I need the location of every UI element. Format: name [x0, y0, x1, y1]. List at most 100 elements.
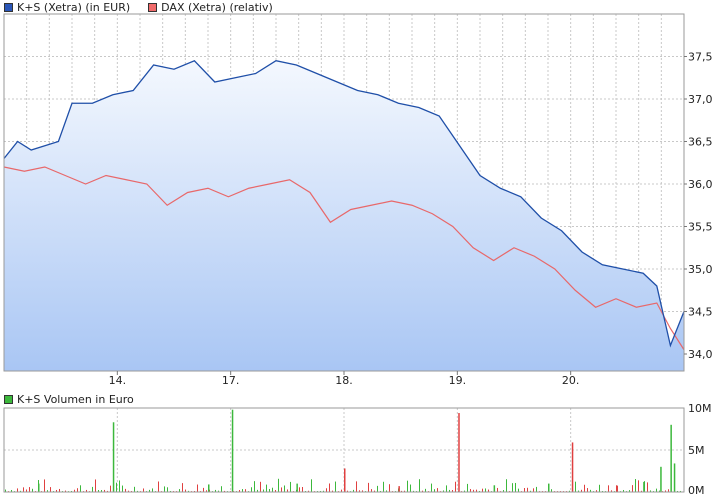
x-tick-label: 17.: [222, 374, 240, 387]
volume-bar: [29, 487, 30, 492]
volume-bar: [80, 485, 81, 492]
volume-bar: [353, 489, 354, 492]
volume-bar: [596, 490, 597, 492]
volume-bar: [518, 488, 519, 492]
volume-bar: [320, 490, 321, 492]
volume-plot-border: [3, 407, 685, 493]
volume-bar-spike: [660, 466, 662, 492]
volume-bar: [242, 489, 243, 492]
volume-bar: [578, 490, 579, 492]
volume-bar-spike: [670, 424, 672, 492]
volume-bar-spike: [344, 468, 346, 492]
volume-bar: [158, 481, 159, 492]
volume-bar: [182, 483, 183, 492]
volume-bar: [359, 490, 360, 492]
volume-bar: [410, 484, 411, 492]
volume-bar: [221, 486, 222, 492]
y-tick-label: 34,5: [688, 306, 713, 319]
volume-bars: [5, 409, 681, 492]
volume-bar: [185, 489, 186, 492]
volume-bar: [470, 489, 471, 492]
volume-bar: [125, 488, 126, 492]
volume-bar: [86, 489, 87, 492]
volume-bar: [581, 489, 582, 492]
volume-bar-spike: [38, 483, 40, 492]
volume-bar: [17, 488, 18, 492]
volume-bar: [668, 489, 669, 492]
volume-bar: [149, 489, 150, 492]
volume-bar: [422, 490, 423, 492]
volume-bar: [407, 480, 408, 492]
volume-bar: [197, 484, 198, 492]
legend-swatch-volume: [4, 394, 13, 404]
volume-bar: [536, 486, 537, 492]
volume-bar: [437, 488, 438, 492]
volume-bar: [680, 490, 681, 492]
volume-bar: [152, 488, 153, 492]
volume-bar: [371, 489, 372, 492]
volume-bar: [497, 487, 498, 492]
volume-bar: [452, 490, 453, 492]
series1-line: [3, 59, 685, 348]
volume-bar: [569, 490, 570, 492]
volume-bar: [278, 478, 279, 492]
volume-bar: [473, 489, 474, 492]
volume-bar: [590, 489, 591, 492]
volume-bar: [218, 490, 219, 492]
volume-bar: [164, 486, 165, 492]
volume-y-axis: 0M 5M 10M: [688, 402, 712, 496]
volume-bar-spike: [208, 484, 210, 492]
volume-bar: [659, 490, 660, 492]
y-tick-label: 36,0: [688, 178, 713, 191]
y-tick-label: 35,5: [688, 221, 713, 234]
volume-bar: [383, 481, 384, 492]
volume-bar: [50, 487, 51, 492]
price-x-axis: 14. 17. 18. 19. 20.: [109, 371, 579, 387]
volume-bar: [188, 490, 189, 492]
volume-bar: [533, 488, 534, 492]
volume-bar: [656, 488, 657, 492]
volume-bar: [167, 487, 168, 492]
volume-bar: [551, 489, 552, 492]
volume-bar: [119, 480, 120, 492]
volume-bar: [275, 490, 276, 492]
volume-bar: [206, 490, 207, 492]
volume-bar: [401, 490, 402, 492]
volume-bar: [419, 479, 420, 492]
legend-label-series2: DAX (Xetra) (relativ): [161, 0, 273, 14]
volume-bar: [584, 484, 585, 492]
volume-bar: [527, 487, 528, 492]
volume-bar: [59, 488, 60, 492]
volume-bar: [449, 489, 450, 492]
series1-area-fill: [4, 60, 684, 371]
volume-bar: [506, 479, 507, 492]
volume-bar: [281, 487, 282, 492]
legend-item-volume: K+S Volumen in Euro: [4, 393, 134, 406]
volume-bar-spike: [398, 486, 400, 492]
x-tick-label: 18.: [335, 374, 353, 387]
volume-bar: [269, 488, 270, 492]
volume-bar: [380, 490, 381, 492]
volume-bar: [92, 486, 93, 492]
series2-line: [3, 166, 685, 351]
volume-bar: [599, 484, 600, 492]
volume-bar: [587, 488, 588, 492]
volume-legend: K+S Volumen in Euro: [4, 393, 152, 406]
volume-bar: [329, 483, 330, 492]
x-tick-label: 14.: [109, 374, 127, 387]
volume-bar-spike: [571, 442, 574, 492]
volume-bar: [503, 490, 504, 492]
volume-bar: [377, 485, 378, 492]
volume-bar: [326, 488, 327, 492]
volume-bar: [386, 490, 387, 492]
volume-bar: [335, 481, 336, 492]
volume-bar: [116, 482, 117, 492]
volume-bar: [44, 479, 45, 492]
volume-bar: [476, 489, 477, 492]
volume-bar: [245, 489, 246, 492]
volume-bar: [56, 489, 57, 492]
volume-bar: [332, 490, 333, 492]
volume-bar: [485, 488, 486, 492]
volume-bar: [266, 484, 267, 492]
legend-item-series2: DAX (Xetra) (relativ): [148, 1, 273, 14]
